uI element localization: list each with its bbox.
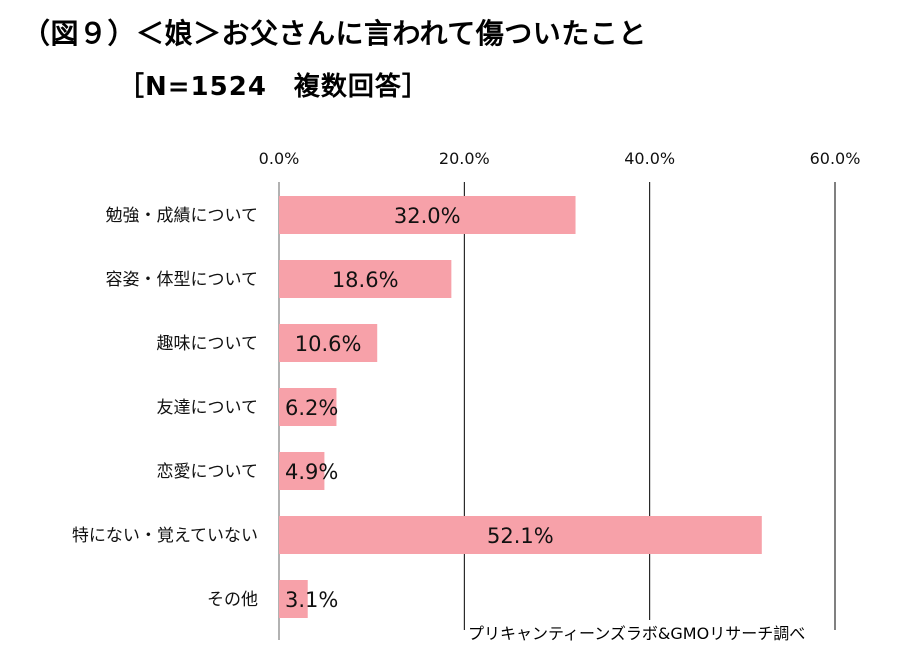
bar-1 (279, 260, 452, 298)
bar-4 (279, 452, 325, 490)
bar-2 (279, 324, 378, 362)
chart-subtitle: ［N=1524 複数回答］ (118, 72, 429, 102)
category-label-2: 趣味について (157, 334, 259, 354)
category-label-5: 特にない・覚えていない (72, 526, 258, 546)
x-tick-label-3: 60.0% (810, 149, 861, 168)
source-note: プリキャンティーンズラボ&GMOリサーチ調べ (466, 620, 808, 644)
value-label-3: 6.2% (285, 396, 338, 420)
category-label-6: その他 (207, 590, 258, 610)
value-label-2: 10.6% (295, 332, 362, 356)
x-tick-label-2: 40.0% (624, 149, 675, 168)
x-tick-label-0: 0.0% (259, 149, 300, 168)
bar-6 (279, 580, 308, 618)
chart-title: （図９）＜娘＞お父さんに言われて傷ついたこと (22, 17, 647, 50)
category-label-3: 友達について (157, 398, 259, 418)
value-label-0: 32.0% (394, 204, 461, 228)
category-label-1: 容姿・体型について (106, 270, 259, 290)
bar-3 (279, 388, 337, 426)
category-label-0: 勉強・成績について (106, 206, 259, 226)
value-label-6: 3.1% (285, 588, 338, 612)
bars (279, 196, 762, 618)
gridlines (278, 182, 836, 640)
value-label-1: 18.6% (332, 268, 399, 292)
bar-5 (279, 516, 762, 554)
value-label-5: 52.1% (487, 524, 554, 548)
value-label-4: 4.9% (285, 460, 338, 484)
labels: 0.0% 20.0% 40.0% 60.0% 勉強・成績について 32.0% 容姿・体型につ… (72, 149, 861, 612)
x-tick-label-1: 20.0% (439, 149, 490, 168)
category-label-4: 恋愛について (157, 461, 259, 482)
bar-0 (279, 196, 576, 234)
